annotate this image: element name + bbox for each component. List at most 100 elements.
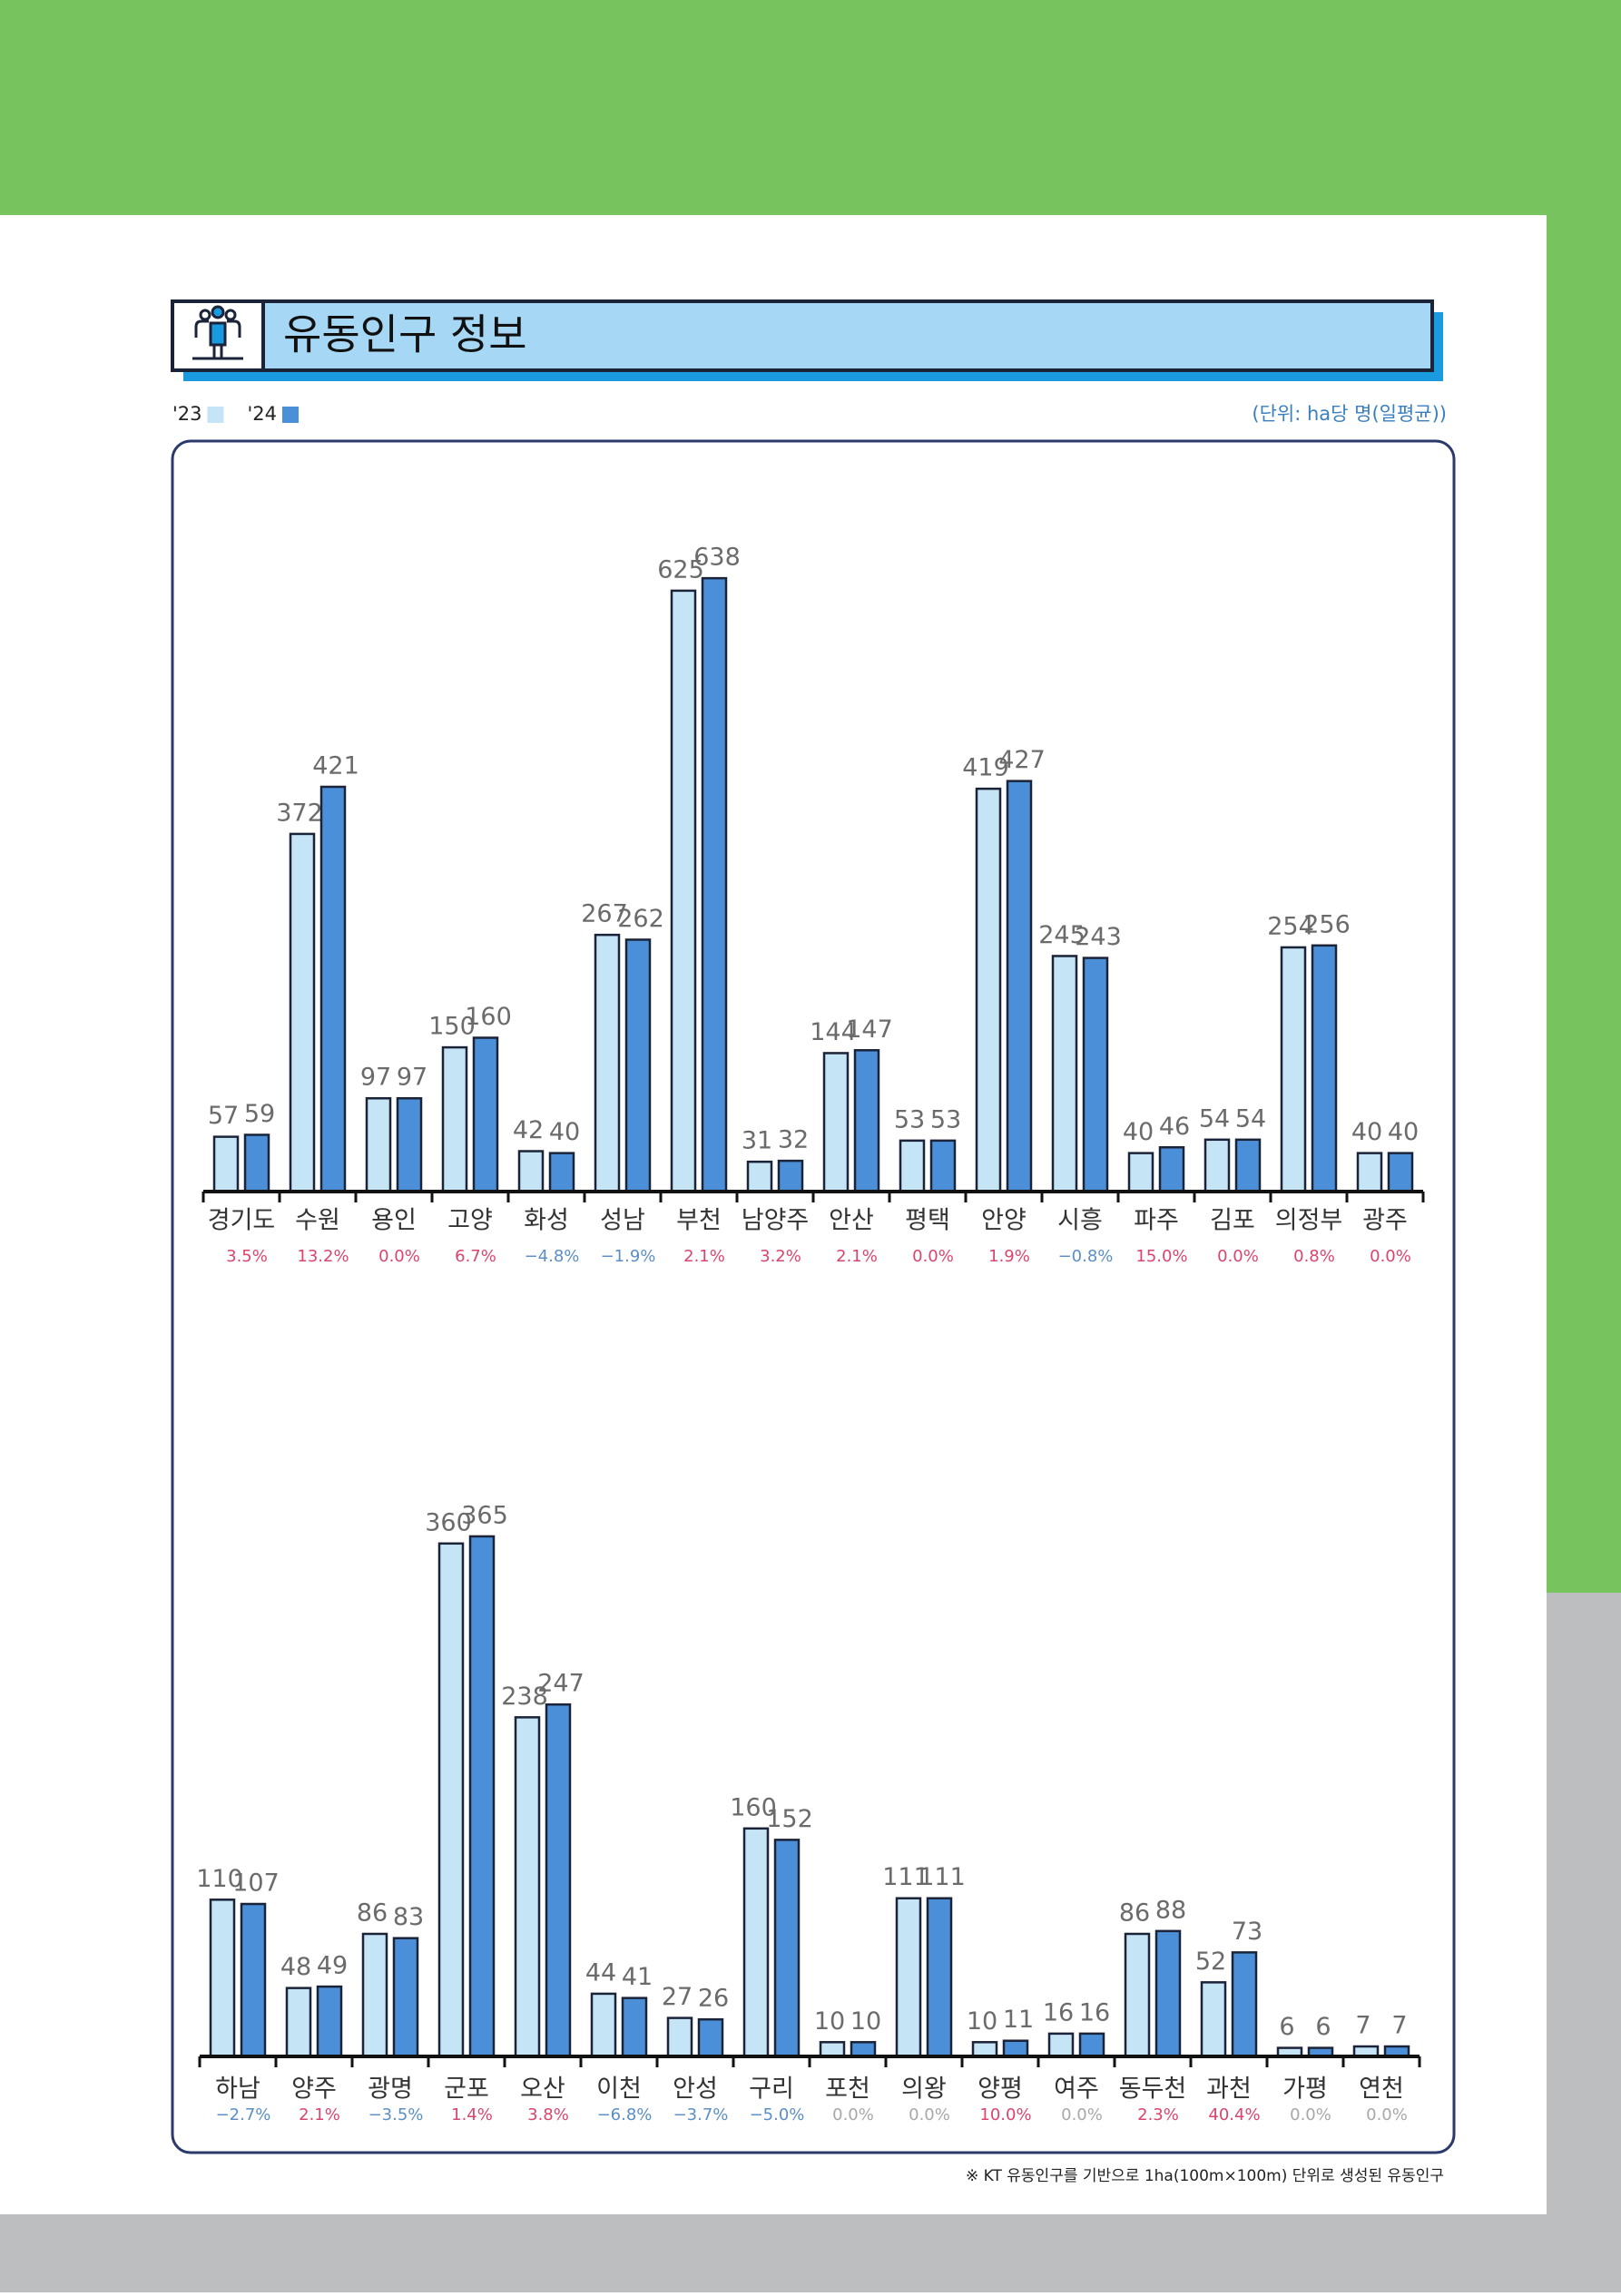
category-label: 의정부: [1275, 1207, 1343, 1235]
bar: [468, 1535, 496, 2058]
value-label: 54: [1199, 1104, 1230, 1133]
bar: [361, 1932, 388, 2058]
bar: [209, 1899, 236, 2058]
change-label: 2.1%: [836, 1247, 878, 1266]
value-label: 638: [693, 544, 741, 572]
value-label: 152: [766, 1805, 813, 1833]
bar: [1051, 955, 1078, 1193]
value-label: 421: [312, 752, 359, 780]
value-label: 40: [1388, 1118, 1419, 1146]
bar: [926, 1897, 953, 2058]
value-label: 97: [397, 1064, 427, 1092]
bar: [1234, 1138, 1262, 1193]
bar: [1356, 1152, 1383, 1193]
bar: [1047, 2032, 1075, 2058]
value-label: 54: [1235, 1104, 1266, 1133]
category-label: 광명: [368, 2075, 413, 2104]
value-label: 419: [962, 754, 1009, 782]
category-label: 여주: [1054, 2075, 1099, 2104]
change-label: −3.7%: [673, 2105, 729, 2124]
change-label: −4.8%: [525, 1247, 580, 1266]
change-label: 13.2%: [297, 1247, 349, 1266]
category-label: 안산: [829, 1207, 874, 1235]
bar: [441, 1045, 468, 1193]
bar: [701, 576, 728, 1193]
change-label: 0.0%: [1290, 2105, 1331, 2124]
category-label: 수원: [295, 1207, 340, 1235]
bar: [899, 1139, 926, 1193]
value-label: 26: [698, 1985, 729, 2013]
header-bar: [171, 299, 1434, 372]
bar: [1002, 2039, 1029, 2058]
bar: [1127, 1152, 1154, 1193]
value-label: 147: [846, 1016, 893, 1044]
category-label: 양평: [978, 2075, 1023, 2104]
value-label: 11: [1003, 2006, 1034, 2034]
bar: [365, 1096, 392, 1193]
change-label: −2.7%: [216, 2105, 271, 2124]
bar: [1387, 1152, 1414, 1193]
change-label: 10.0%: [979, 2105, 1031, 2124]
bar: [621, 1997, 648, 2058]
bar: [850, 2041, 877, 2058]
bar: [670, 589, 697, 1193]
category-label: 평택: [905, 1207, 950, 1235]
value-label: 10: [967, 2007, 997, 2036]
value-label: 31: [742, 1127, 772, 1155]
value-label: 267: [581, 900, 628, 928]
bar: [514, 1716, 541, 2058]
value-label: 10: [814, 2007, 845, 2036]
category-label: 연천: [1359, 2075, 1404, 2104]
category-label: 양주: [291, 2075, 337, 2104]
legend-label: '23: [172, 403, 202, 425]
value-label: 111: [919, 1863, 966, 1891]
bar: [697, 2017, 724, 2058]
value-label: 365: [461, 1501, 508, 1529]
bar: [853, 1049, 880, 1193]
value-label: 256: [1303, 910, 1351, 938]
value-label: 243: [1075, 923, 1122, 951]
value-label: 32: [778, 1126, 809, 1154]
value-label: 160: [730, 1793, 777, 1821]
category-label: 성남: [600, 1207, 645, 1235]
value-label: 27: [662, 1983, 693, 2011]
bar: [773, 1839, 801, 2058]
value-label: 40: [1123, 1118, 1154, 1146]
legend: '23 '24: [172, 403, 299, 425]
value-label: 86: [1119, 1899, 1150, 1927]
category-label: 가평: [1282, 2075, 1328, 2104]
chart-frame: [171, 439, 1456, 2154]
value-label: 16: [1043, 1998, 1074, 2026]
legend-swatch: [282, 407, 299, 423]
change-label: 0.0%: [1370, 1247, 1411, 1266]
bar: [1124, 1932, 1151, 2058]
bar: [746, 1160, 773, 1193]
change-label: 0.0%: [832, 2105, 874, 2124]
value-label: 372: [276, 799, 323, 827]
bar: [1158, 1146, 1185, 1193]
value-label: 49: [317, 1952, 348, 1980]
category-label: 하남: [215, 2075, 260, 2104]
bar: [517, 1150, 545, 1193]
category-label: 남양주: [742, 1207, 810, 1235]
bar: [895, 1897, 922, 2058]
value-label: 111: [882, 1863, 929, 1891]
change-label: 3.5%: [226, 1247, 268, 1266]
change-label: 1.9%: [988, 1247, 1030, 1266]
change-label: −5.0%: [750, 2105, 805, 2124]
bar: [1280, 946, 1307, 1193]
bar: [1231, 1951, 1258, 2058]
change-label: 3.2%: [760, 1247, 801, 1266]
change-label: 0.0%: [1217, 1247, 1259, 1266]
category-label: 고양: [447, 1207, 493, 1235]
change-label: 0.0%: [909, 2105, 950, 2124]
category-label: 시흥: [1057, 1207, 1103, 1235]
value-label: 6: [1315, 2013, 1331, 2041]
bar: [1154, 1929, 1182, 2058]
bar: [822, 1052, 850, 1193]
bar: [437, 1542, 465, 2058]
bar: [819, 2041, 846, 2058]
category-label: 의왕: [901, 2075, 947, 2104]
value-label: 86: [357, 1899, 388, 1927]
change-label: 0.0%: [912, 1247, 954, 1266]
